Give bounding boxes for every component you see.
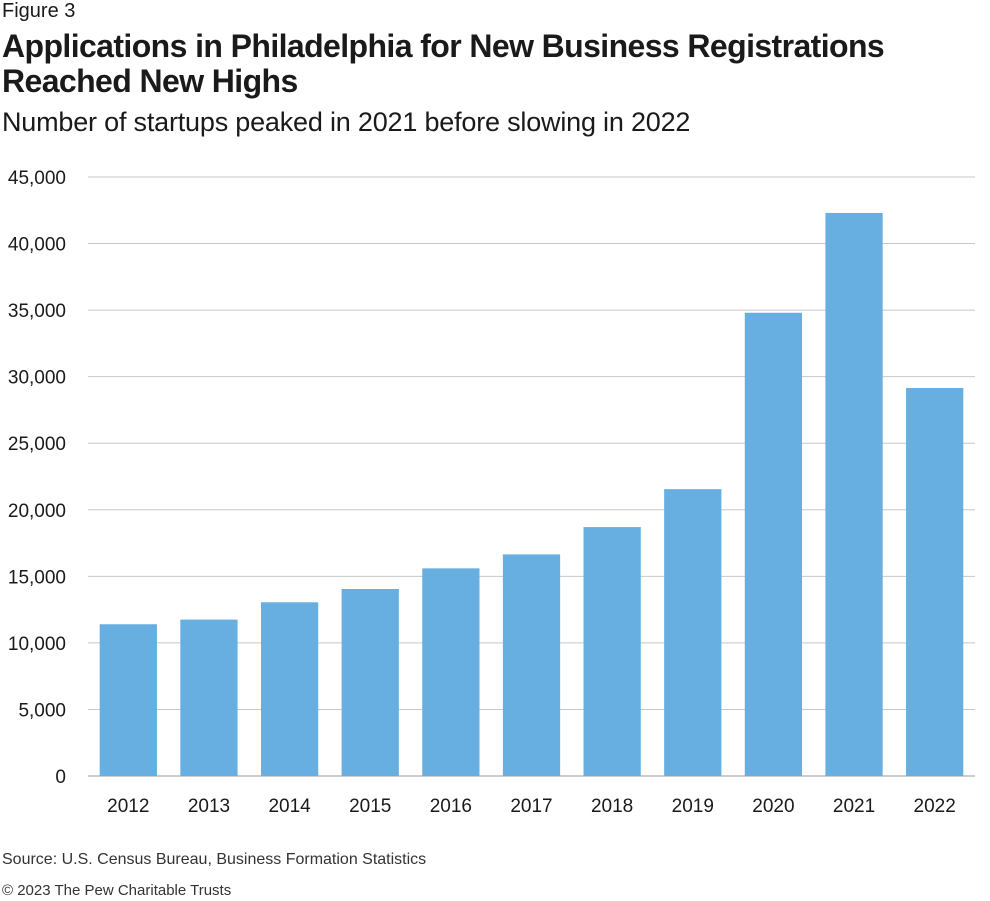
x-tick-label: 2014 (268, 796, 311, 817)
source-note: Source: U.S. Census Bureau, Business For… (2, 851, 427, 868)
bar-2020 (744, 312, 803, 776)
x-tick-label: 2012 (107, 796, 149, 817)
bar-2019 (664, 489, 722, 776)
x-tick-label: 2022 (914, 796, 956, 817)
bar-2018 (583, 527, 641, 776)
x-tick-label: 2021 (833, 796, 875, 817)
x-tick-label: 2017 (510, 796, 552, 817)
bar-2015 (341, 588, 399, 776)
figure-label: Figure 3 (2, 0, 76, 22)
bar-2014 (260, 602, 319, 776)
bar-2021 (825, 212, 883, 776)
y-tick-label: 30,000 (8, 368, 66, 389)
y-tick-label: 45,000 (8, 168, 66, 189)
bar-2017 (502, 554, 561, 776)
y-tick-label: 25,000 (8, 434, 66, 455)
x-tick-label: 2018 (591, 796, 633, 817)
bar-2016 (422, 568, 480, 776)
y-tick-label: 10,000 (8, 634, 66, 655)
bar-2012 (99, 624, 157, 776)
bar-2013 (180, 619, 238, 776)
y-tick-label: 15,000 (8, 567, 66, 588)
x-tick-label: 2020 (752, 796, 794, 817)
x-tick-label: 2015 (349, 796, 391, 817)
chart-title: Applications in Philadelphia for New Bus… (2, 28, 885, 99)
y-tick-label: 0 (55, 767, 66, 788)
y-tick-label: 20,000 (8, 501, 66, 522)
bar-2022 (906, 387, 964, 776)
bar-chart: 0 5,000 10,000 15,000 20,000 25,000 30,000 35,0… (8, 168, 975, 817)
y-tick-label: 5,000 (18, 700, 66, 721)
chart-subtitle: Number of startups peaked in 2021 before… (2, 107, 691, 137)
x-tick-label: 2013 (188, 796, 230, 817)
copyright-note: © 2023 The Pew Charitable Trusts (2, 882, 232, 899)
y-tick-label: 35,000 (8, 301, 66, 322)
x-tick-label: 2019 (672, 796, 714, 817)
x-tick-label: 2016 (430, 796, 472, 817)
y-tick-label: 40,000 (8, 235, 66, 256)
